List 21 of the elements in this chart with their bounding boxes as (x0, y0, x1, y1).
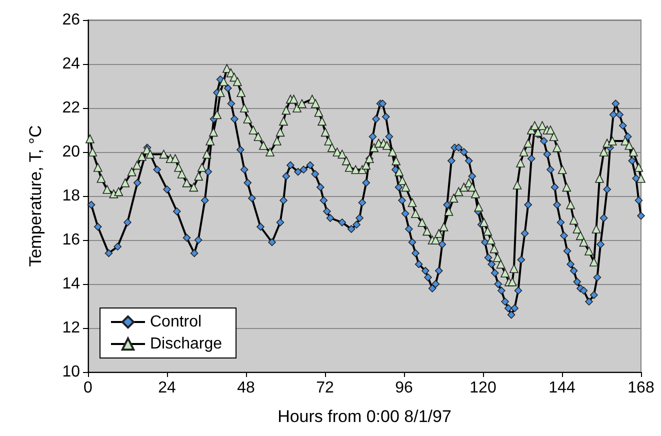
y-tick-label: 18 (62, 188, 80, 204)
x-tick-label: 0 (84, 380, 93, 396)
y-tick-label: 16 (62, 232, 80, 248)
x-tick-label: 48 (237, 380, 255, 396)
y-tick-label: 24 (62, 56, 80, 72)
y-tick-label: 22 (62, 100, 80, 116)
x-tick-label: 120 (470, 380, 496, 396)
x-tick-label: 72 (316, 380, 334, 396)
x-tick-label: 96 (395, 380, 413, 396)
y-tick-label: 14 (62, 276, 80, 292)
legend-label: Discharge (150, 336, 222, 352)
x-tick-label: 144 (548, 380, 576, 396)
x-tick-label: 24 (158, 380, 176, 396)
x-axis-title: Hours from 0:00 8/1/97 (278, 407, 452, 426)
legend-label: Control (150, 314, 202, 330)
y-tick-label: 12 (62, 320, 80, 336)
y-axis-title: Temperature, T, °C (26, 125, 45, 267)
y-tick-label: 20 (62, 144, 80, 160)
y-tick-label: 26 (62, 12, 80, 28)
y-tick-label: 10 (62, 364, 80, 380)
x-tick-label: 168 (628, 380, 654, 396)
